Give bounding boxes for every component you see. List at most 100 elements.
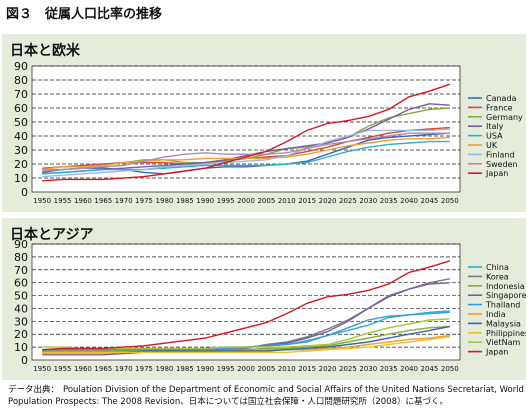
y-tick-label: 30: [14, 144, 28, 157]
source-label: データ出典：: [8, 385, 60, 395]
x-tick-label: 2030: [359, 365, 377, 373]
x-tick-label: 2050: [441, 197, 459, 205]
legend-label: USA: [486, 132, 503, 141]
x-tick-label: 1985: [176, 197, 194, 205]
x-tick-label: 2045: [421, 365, 439, 373]
x-tick-label: 1980: [156, 365, 174, 373]
plot-area: [31, 243, 461, 361]
x-tick-label: 2000: [237, 197, 255, 205]
series-line: [42, 260, 451, 351]
y-tick-label: 60: [14, 277, 28, 290]
x-tick-label: 1995: [217, 197, 235, 205]
series-line: [42, 132, 450, 172]
x-tick-label: 2015: [298, 365, 316, 373]
x-tick-label: 2030: [359, 197, 377, 205]
x-tick-label: 1990: [196, 197, 214, 205]
y-tick-label: 40: [14, 130, 28, 143]
x-tick-label: 2005: [257, 197, 275, 205]
y-tick-label: 0: [21, 186, 28, 199]
x-tick-label: 2050: [441, 365, 459, 373]
legend-label: France: [486, 103, 513, 112]
figure-title: 図３ 従属人口比率の推移: [6, 7, 163, 22]
y-tick-label: 90: [14, 238, 28, 251]
x-tick-label: 1965: [94, 197, 112, 205]
x-tick-label: 2040: [400, 197, 418, 205]
series-line: [42, 325, 450, 352]
legend-label: VietNam: [486, 338, 520, 347]
legend-label: Korea: [486, 272, 509, 281]
x-tick-label: 2045: [421, 197, 439, 205]
x-tick-label: 1995: [217, 365, 235, 373]
x-tick-label: 2025: [339, 197, 357, 205]
legend-label: Japan: [485, 348, 508, 357]
series-line: [42, 136, 450, 171]
x-tick-label: 1955: [54, 365, 72, 373]
series-line: [42, 128, 450, 178]
legend-label: Italy: [486, 122, 504, 131]
y-tick-label: 50: [14, 116, 28, 129]
legend-label: Philippines: [486, 329, 526, 338]
x-tick-label: 1980: [156, 197, 174, 205]
x-tick-label: 1975: [135, 365, 153, 373]
series-line: [42, 140, 450, 175]
y-tick-label: 10: [14, 172, 28, 185]
x-tick-label: 2005: [257, 365, 275, 373]
x-tick-label: 1960: [74, 197, 92, 205]
chart-title: 日本とアジア: [10, 227, 94, 243]
x-tick-label: 2035: [380, 197, 398, 205]
x-tick-label: 1970: [115, 365, 133, 373]
legend-label: UK: [486, 141, 498, 150]
legend-label: India: [486, 310, 506, 319]
y-tick-label: 90: [14, 60, 28, 73]
x-tick-label: 1955: [54, 197, 72, 205]
chart-title: 日本と欧米: [10, 43, 80, 59]
x-tick-label: 1965: [94, 365, 112, 373]
source-note: データ出典： Poulation Division of the Departm…: [8, 384, 524, 408]
legend-label: Germany: [486, 113, 523, 122]
x-tick-label: 1985: [176, 365, 194, 373]
x-tick-label: 2025: [339, 365, 357, 373]
x-tick-label: 1990: [196, 365, 214, 373]
y-tick-label: 10: [14, 341, 28, 354]
legend-label: Malaysia: [486, 319, 521, 328]
x-tick-label: 1950: [33, 197, 51, 205]
legend-label: Canada: [486, 94, 517, 103]
legend-label: Sweden: [486, 160, 518, 169]
y-tick-label: 20: [14, 158, 28, 171]
x-tick-label: 2020: [319, 365, 337, 373]
chart-panel-asia: 日本とアジア 0 10 20 30 40 50 60 70 80 90 1950 1955 1960 19…: [2, 218, 526, 380]
x-tick-label: 2040: [400, 365, 418, 373]
y-tick-label: 70: [14, 264, 28, 277]
legend-label: Singapore: [486, 291, 526, 300]
chart-panel-west: 日本と欧米 0 10 20 30 40 50 60 70 80 90 1950 1955 1960 196…: [2, 34, 526, 212]
y-tick-label: 20: [14, 328, 28, 341]
x-tick-label: 2020: [319, 197, 337, 205]
y-tick-label: 60: [14, 102, 28, 115]
y-tick-label: 30: [14, 315, 28, 328]
y-tick-label: 80: [14, 251, 28, 264]
x-tick-label: 1960: [74, 365, 92, 373]
legend-label: China: [486, 263, 509, 272]
legend-label: Thailand: [485, 301, 520, 310]
legend-label: Finland: [486, 150, 515, 159]
x-tick-label: 1970: [115, 197, 133, 205]
y-tick-label: 0: [21, 354, 28, 367]
plot-area: [31, 65, 461, 193]
series-line: [42, 336, 450, 354]
y-tick-label: 80: [14, 74, 28, 87]
source-text: Poulation Division of the Department of …: [8, 385, 524, 407]
x-tick-label: 2035: [380, 365, 398, 373]
x-tick-label: 2000: [237, 365, 255, 373]
y-tick-label: 40: [14, 302, 28, 315]
legend-label: Indonesia: [486, 282, 525, 291]
legend-label: Japan: [485, 169, 508, 178]
y-tick-label: 70: [14, 88, 28, 101]
x-tick-label: 1950: [33, 365, 51, 373]
x-tick-label: 2010: [278, 365, 296, 373]
series-line: [42, 83, 451, 182]
x-tick-label: 1975: [135, 197, 153, 205]
x-tick-label: 2015: [298, 197, 316, 205]
y-tick-label: 50: [14, 290, 28, 303]
